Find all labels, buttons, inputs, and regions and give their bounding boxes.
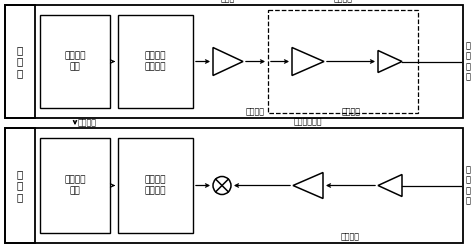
- Text: 发
射
链: 发 射 链: [17, 45, 23, 78]
- Text: 太赫兹本
振倍频链: 太赫兹本 振倍频链: [145, 52, 166, 71]
- Text: 波导连接: 波导连接: [341, 232, 360, 241]
- Text: 波导连接: 波导连接: [246, 107, 265, 116]
- Text: 发
射
天
线: 发 射 天 线: [466, 41, 471, 82]
- Text: 同步信号: 同步信号: [78, 119, 97, 127]
- Bar: [5, 128, 35, 243]
- Text: 基带调频
信号: 基带调频 信号: [64, 52, 86, 71]
- Text: 波导连接: 波导连接: [341, 107, 360, 116]
- Text: 接
收
天
线: 接 收 天 线: [466, 165, 471, 206]
- Bar: [268, 10, 418, 113]
- Text: 接
收
链: 接 收 链: [17, 169, 23, 202]
- Bar: [118, 138, 193, 233]
- Text: 电真空太赫
兹放大器: 电真空太赫 兹放大器: [331, 0, 355, 3]
- Bar: [5, 128, 463, 243]
- Text: 低噪声放大器: 低噪声放大器: [294, 117, 322, 126]
- Bar: [40, 138, 110, 233]
- Bar: [5, 5, 35, 118]
- Text: 太赫兹本
振倍频链: 太赫兹本 振倍频链: [145, 176, 166, 195]
- Bar: [40, 15, 110, 108]
- Bar: [118, 15, 193, 108]
- Bar: [5, 5, 463, 118]
- Text: 基带调频
信号: 基带调频 信号: [64, 176, 86, 195]
- Text: 固态功率
放大器: 固态功率 放大器: [219, 0, 237, 3]
